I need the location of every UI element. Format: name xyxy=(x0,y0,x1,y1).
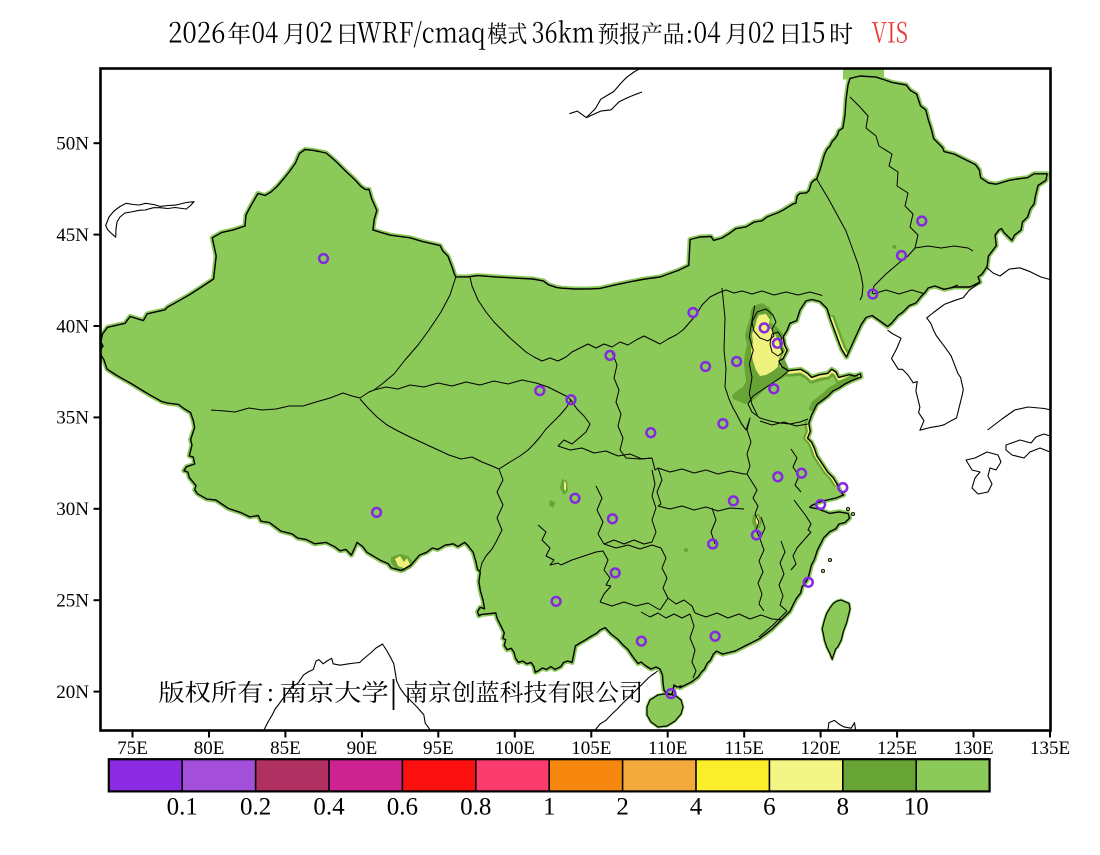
svg-text:110E: 110E xyxy=(648,738,687,759)
svg-text:115E: 115E xyxy=(724,738,763,759)
svg-text:75E: 75E xyxy=(117,738,148,759)
svg-text:30N: 30N xyxy=(56,499,89,520)
svg-text:0.6: 0.6 xyxy=(387,794,418,821)
svg-text:80E: 80E xyxy=(194,738,225,759)
svg-text:130E: 130E xyxy=(953,738,993,759)
svg-text:135E: 135E xyxy=(1030,738,1070,759)
svg-text:8: 8 xyxy=(837,794,850,821)
svg-text:10: 10 xyxy=(904,794,929,821)
svg-text:20N: 20N xyxy=(56,682,89,703)
svg-text:1: 1 xyxy=(543,794,556,821)
svg-text:90E: 90E xyxy=(347,738,378,759)
svg-text:40N: 40N xyxy=(56,316,89,337)
svg-text:45N: 45N xyxy=(56,225,89,246)
svg-text:0.1: 0.1 xyxy=(167,794,198,821)
svg-text:35N: 35N xyxy=(56,408,89,429)
svg-text:6: 6 xyxy=(763,794,776,821)
svg-text:85E: 85E xyxy=(270,738,301,759)
svg-text:2: 2 xyxy=(616,794,629,821)
svg-text:120E: 120E xyxy=(801,738,841,759)
svg-text:0.4: 0.4 xyxy=(313,794,345,821)
svg-text:95E: 95E xyxy=(423,738,454,759)
svg-text:0.2: 0.2 xyxy=(240,794,271,821)
svg-text:125E: 125E xyxy=(877,738,917,759)
svg-text:0.8: 0.8 xyxy=(460,794,491,821)
svg-text:100E: 100E xyxy=(495,738,535,759)
svg-text:25N: 25N xyxy=(56,591,89,612)
svg-text:105E: 105E xyxy=(571,738,611,759)
svg-text:50N: 50N xyxy=(56,134,89,155)
svg-text:4: 4 xyxy=(690,794,703,821)
